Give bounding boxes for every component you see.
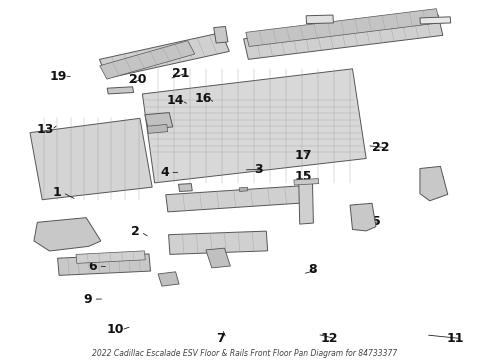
Text: 5: 5 [371, 215, 380, 228]
Text: 17: 17 [295, 149, 313, 162]
Text: 2: 2 [131, 225, 140, 238]
Polygon shape [143, 69, 366, 183]
Text: 4: 4 [160, 166, 169, 179]
Text: 1: 1 [52, 186, 61, 199]
Text: 20: 20 [129, 73, 146, 86]
Polygon shape [30, 118, 152, 200]
Polygon shape [239, 187, 248, 192]
Text: 2022 Cadillac Escalade ESV Floor & Rails Front Floor Pan Diagram for 84733377: 2022 Cadillac Escalade ESV Floor & Rails… [93, 349, 397, 358]
Polygon shape [34, 218, 101, 251]
Text: 18: 18 [428, 174, 445, 186]
Text: 14: 14 [167, 94, 184, 107]
Polygon shape [244, 15, 443, 59]
Text: 7: 7 [216, 332, 225, 345]
Text: 19: 19 [49, 69, 67, 82]
Polygon shape [206, 248, 230, 268]
Polygon shape [420, 166, 448, 201]
Text: 8: 8 [308, 263, 317, 276]
Text: 3: 3 [254, 163, 263, 176]
Text: 12: 12 [320, 332, 338, 345]
Text: 6: 6 [88, 260, 97, 273]
Text: 11: 11 [446, 332, 464, 345]
Polygon shape [246, 9, 440, 46]
Polygon shape [107, 87, 134, 94]
Polygon shape [145, 113, 172, 129]
Polygon shape [214, 27, 228, 43]
Polygon shape [299, 181, 314, 224]
Polygon shape [306, 15, 333, 24]
Polygon shape [166, 186, 304, 212]
Polygon shape [58, 254, 150, 275]
Polygon shape [158, 272, 179, 286]
Text: 15: 15 [295, 170, 313, 183]
Polygon shape [99, 32, 229, 78]
Polygon shape [420, 17, 451, 24]
Polygon shape [169, 231, 268, 255]
Text: 16: 16 [195, 92, 212, 105]
Polygon shape [350, 203, 376, 231]
Text: 9: 9 [83, 293, 92, 306]
Polygon shape [76, 251, 145, 264]
Polygon shape [178, 184, 192, 192]
Text: 13: 13 [37, 123, 54, 136]
Polygon shape [147, 125, 168, 134]
Polygon shape [100, 41, 195, 79]
Text: 10: 10 [107, 323, 124, 336]
Text: 22: 22 [372, 141, 390, 154]
Polygon shape [294, 179, 319, 185]
Text: 21: 21 [172, 67, 189, 80]
